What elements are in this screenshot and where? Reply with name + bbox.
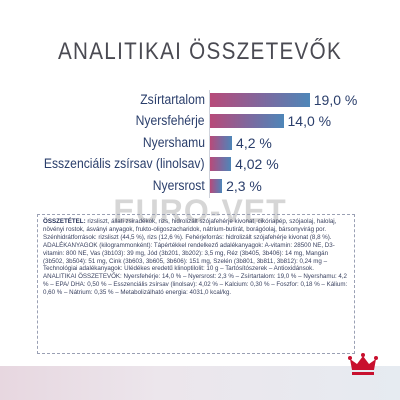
bar [210, 157, 232, 171]
value-label: 4,02 % [235, 156, 279, 172]
bar [210, 93, 310, 107]
category-label: Nyersrost [153, 178, 205, 193]
composition-text: rizsliszt, állati zsiradékok, rizs, hidr… [43, 218, 337, 273]
bar [210, 114, 284, 128]
chart-row: Nyersrost 2,3 % [0, 176, 400, 196]
crown-base [352, 372, 374, 375]
category-label: Esszenciális zsírsav (linolsav) [44, 156, 205, 171]
chart-row: Nyershamu 4,2 % [0, 133, 400, 153]
bar [210, 179, 223, 193]
category-label: Nyershamu [142, 135, 205, 150]
value-label: 19,0 % [313, 92, 358, 108]
chart-row: Esszenciális zsírsav (linolsav) 4,02 % [0, 154, 400, 174]
value-label: 2,3 % [226, 178, 262, 194]
category-label: Zsírtartalom [140, 92, 205, 107]
bar [210, 136, 233, 150]
chart-axis-line [209, 90, 210, 198]
crown-dot-left [348, 356, 352, 360]
royal-canin-crown-logo [348, 353, 378, 375]
watermark-text: EURO-VET [113, 193, 287, 229]
composition-box: ÖSSZETÉTEL: rizsliszt, állati zsiradékok… [37, 214, 355, 354]
value-label: 4,2 % [236, 135, 272, 151]
crown-dot-right [374, 356, 378, 360]
page-title: ANALITIKAI ÖSSZETEVŐK [57, 38, 343, 65]
crown-dot-center [361, 353, 365, 357]
crown-icon [350, 356, 376, 370]
bottom-gradient-band [0, 366, 400, 400]
category-label: Nyersfehérje [136, 113, 205, 128]
nutrient-bar-chart: Zsírtartalom 19,0 % Nyersfehérje 14,0 % Nyer… [0, 90, 400, 200]
composition-paragraph: ÖSSZETÉTEL: rizsliszt, állati zsiradékok… [43, 218, 349, 273]
chart-row: Zsírtartalom 19,0 % [0, 90, 400, 110]
value-label: 14,0 % [287, 113, 332, 129]
chart-row: Nyersfehérje 14,0 % [0, 111, 400, 131]
composition-heading: ÖSSZETÉTEL: [43, 218, 86, 225]
analytic-paragraph: ANALITIKAI ÖSSZETEVŐK: Nyersfehérje: 14,… [43, 273, 348, 297]
